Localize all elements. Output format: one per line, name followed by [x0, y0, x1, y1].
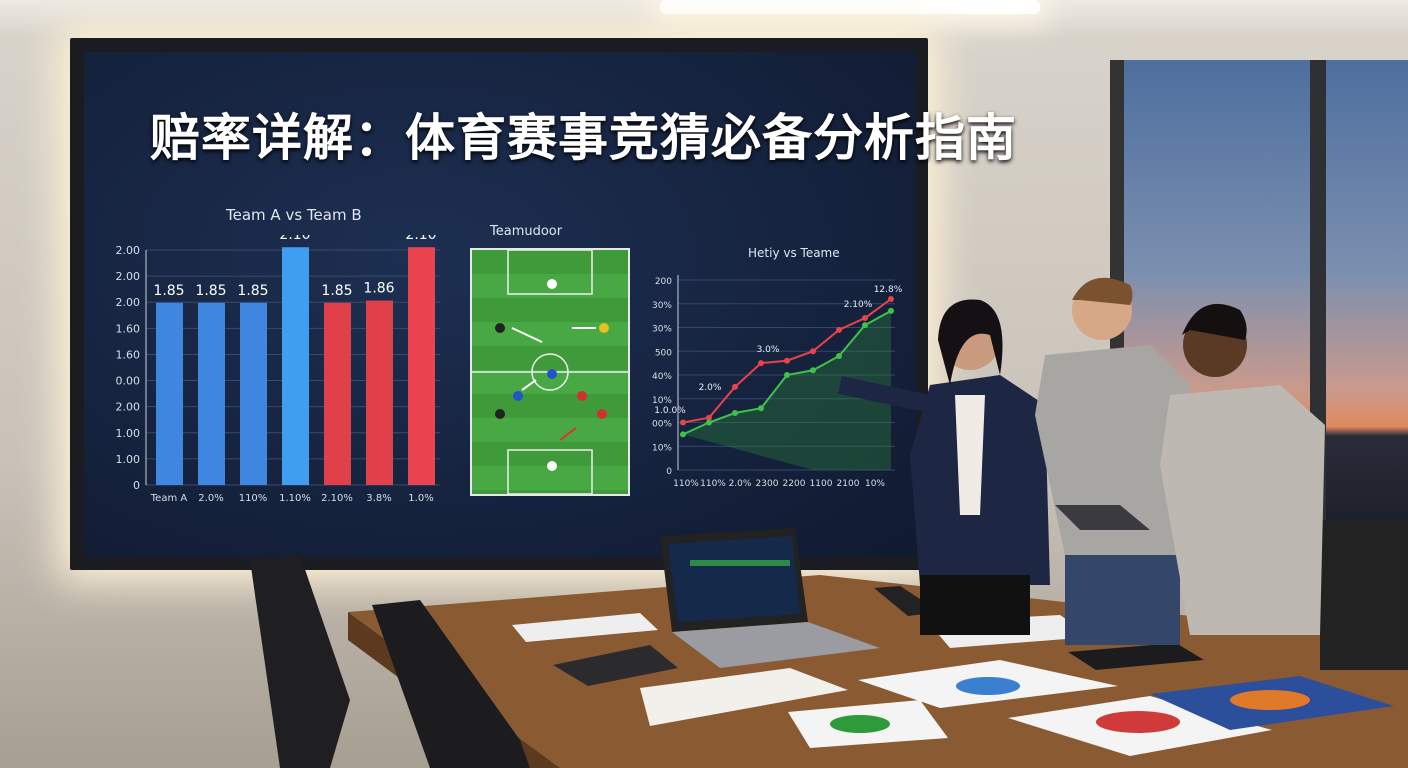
handheld-tablet [1055, 505, 1150, 530]
data-point [784, 372, 790, 378]
y-tick-label: 30% [652, 301, 672, 311]
x-tick-label: 2300 [756, 479, 779, 489]
office-chair-center [372, 600, 530, 768]
data-point [810, 348, 816, 355]
data-point [888, 307, 894, 314]
x-tick-label: 2.10% [321, 493, 353, 504]
y-tick-label: 30% [652, 325, 672, 335]
bar-data-label: 1.85 [153, 283, 184, 299]
bar [198, 302, 225, 485]
chair-right [1320, 520, 1408, 670]
ceiling-light [660, 0, 1040, 14]
bar-chart-title: Team A vs Team B [226, 206, 362, 224]
x-tick-label: 2200 [783, 479, 806, 489]
y-tick-label: 0 [133, 479, 140, 492]
x-tick-label: 1100 [810, 479, 833, 489]
y-tick-label: 0.00 [116, 375, 141, 388]
y-tick-label: 10% [652, 443, 672, 453]
y-tick-label: 2.00 [116, 244, 141, 257]
bar [156, 302, 183, 485]
bar-data-label: 1.85 [321, 283, 352, 299]
bar [324, 302, 351, 485]
data-point [758, 405, 764, 412]
data-point [836, 353, 842, 359]
bar-data-label: 2.10 [405, 235, 436, 243]
y-tick-label: 1.60 [116, 322, 141, 335]
x-tick-label: 10% [865, 479, 885, 489]
data-point [810, 367, 816, 374]
data-point [888, 296, 894, 302]
y-tick-label: 10% [652, 396, 672, 406]
x-tick-label: 1.0% [408, 493, 433, 504]
pitch-markings [472, 249, 628, 495]
x-tick-label: 2100 [837, 479, 860, 489]
x-tick-label: 110% [700, 479, 726, 489]
series-area [683, 310, 891, 470]
football-pitch-diagram [470, 248, 630, 496]
bar [408, 247, 435, 485]
x-tick-label: Team A [150, 493, 188, 504]
y-tick-label: 200 [655, 277, 672, 287]
data-point [706, 419, 712, 426]
tablet-on-table [1068, 643, 1204, 670]
y-tick-label: 40% [652, 372, 672, 382]
woman-presenter [838, 299, 1050, 635]
bar-chart: 0 1.00 1.00 2.00 0.00 1.60 1.60 2.00 2.00 2.00 1.8… [116, 235, 440, 504]
y-tick-label: 0 [666, 467, 672, 477]
data-point [732, 410, 738, 416]
bar [366, 300, 393, 485]
y-tick-label: 1.00 [116, 453, 141, 466]
calculator [553, 645, 678, 686]
annotation: 2.0% [699, 383, 722, 393]
bar-data-label: 2.10 [279, 235, 310, 243]
x-tick-label: 110% [673, 479, 699, 489]
y-tick-label: 1.60 [116, 348, 141, 361]
data-point [732, 383, 738, 390]
bar [282, 247, 309, 485]
y-tick-label: 00% [652, 420, 672, 430]
data-point [862, 315, 868, 321]
data-point [680, 419, 686, 426]
pie-charts [830, 677, 1310, 733]
y-tick-label: 2.00 [116, 401, 141, 414]
data-point [706, 414, 712, 421]
x-tick-label: 2.0% [198, 493, 223, 504]
bar-data-label: 1.85 [195, 283, 226, 299]
y-tick-label: 1.00 [116, 427, 141, 440]
man-sweater [1055, 303, 1325, 635]
pitch-title: Teamudoor [490, 224, 563, 239]
data-point [836, 326, 842, 333]
bar-data-label: 1.86 [363, 281, 394, 297]
y-tick-label: 2.00 [116, 296, 141, 309]
bar-data-label: 1.85 [237, 283, 268, 299]
data-point [784, 357, 790, 364]
x-tick-label: 3.8% [366, 493, 391, 504]
x-tick-label: 2.0% [729, 479, 752, 489]
annotation: 3.0% [757, 345, 780, 355]
bar [240, 302, 267, 485]
screen-title: 赔率详解：体育赛事竞猜必备分析指南 [150, 109, 1017, 167]
presenters-group [838, 277, 1325, 645]
data-point [680, 431, 686, 438]
laptop [660, 528, 880, 668]
annotation: 12.8% [874, 285, 903, 295]
data-point [758, 360, 764, 367]
window-frame [1310, 60, 1326, 530]
x-tick-label: 110% [239, 493, 268, 504]
annotation: 2.10% [844, 300, 873, 310]
player-markers [495, 279, 609, 471]
man-hoodie [1035, 277, 1190, 645]
annotation: 1.0.0% [654, 406, 686, 416]
office-chair-left [250, 555, 350, 768]
x-tick-label: 1.10% [279, 493, 311, 504]
line-chart-title: Hetiy vs Teame [748, 246, 840, 260]
y-tick-label: 2.00 [116, 270, 141, 283]
data-point [862, 322, 868, 329]
y-tick-label: 500 [655, 348, 672, 358]
